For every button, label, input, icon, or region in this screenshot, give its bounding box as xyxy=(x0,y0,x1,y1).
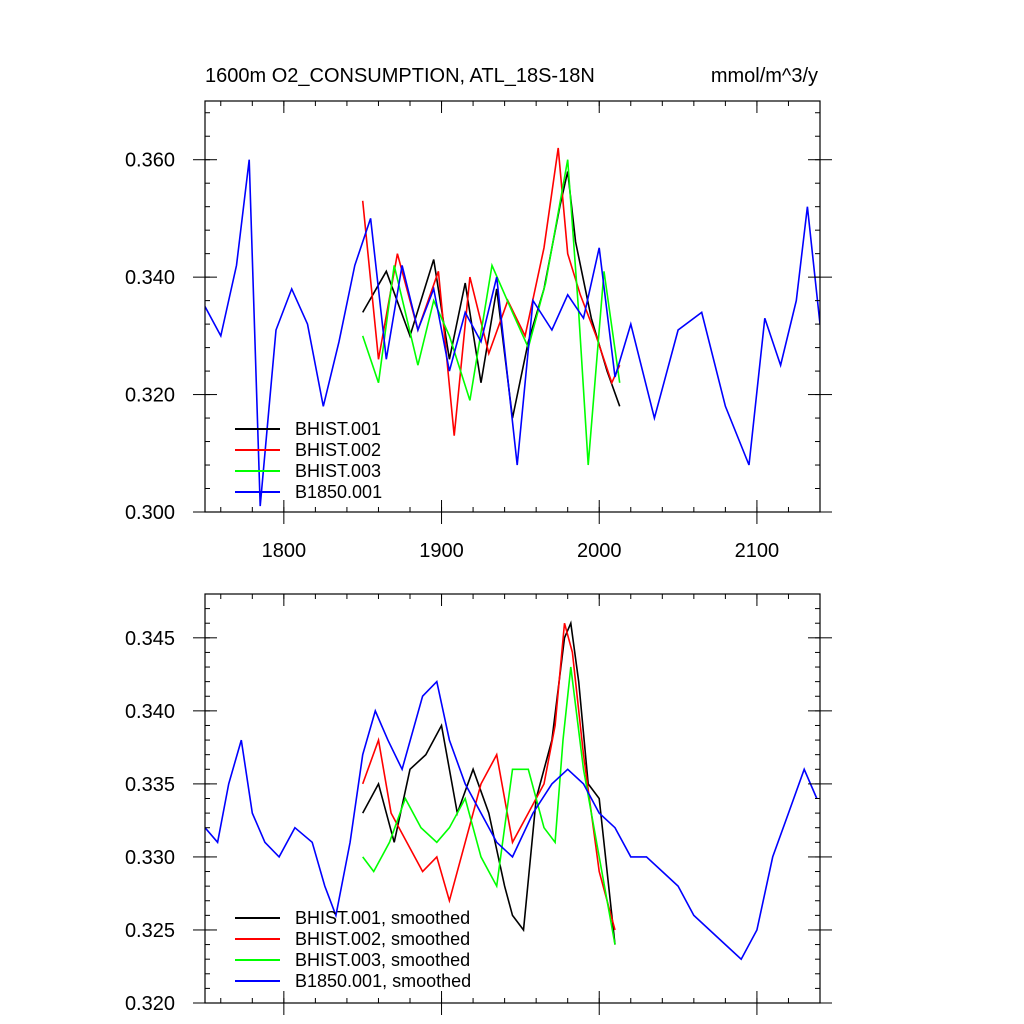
x-tick-label: 2100 xyxy=(735,540,780,562)
legend-label-3: B1850.001, smoothed xyxy=(295,971,471,991)
legend-label-3: B1850.001 xyxy=(295,482,382,502)
legend-label-0: BHIST.001, smoothed xyxy=(295,908,470,928)
series-line-2 xyxy=(361,159,621,466)
legend-label-2: BHIST.003 xyxy=(295,461,381,481)
x-tick-label: 1800 xyxy=(262,540,307,562)
y-tick-label: 0.300 xyxy=(125,502,175,524)
legend-label-0: BHIST.001 xyxy=(295,419,381,439)
y-tick-label: 0.320 xyxy=(125,385,175,407)
series-line-0 xyxy=(361,620,616,945)
legend-label-2: BHIST.003, smoothed xyxy=(295,950,470,970)
chart-units: mmol/m^3/y xyxy=(711,65,818,87)
y-tick-label: 0.340 xyxy=(125,701,175,723)
series-line-3 xyxy=(205,159,820,507)
legend-label-1: BHIST.002, smoothed xyxy=(295,929,470,949)
series-line-1 xyxy=(361,622,616,931)
y-tick-label: 0.335 xyxy=(125,774,175,796)
legend-label-1: BHIST.002 xyxy=(295,440,381,460)
x-tick-label: 1900 xyxy=(419,540,464,562)
chart-title: 1600m O2_CONSUMPTION, ATL_18S-18N xyxy=(205,65,595,87)
y-tick-label: 0.320 xyxy=(125,993,175,1015)
y-tick-label: 0.325 xyxy=(125,920,175,942)
series-line-3 xyxy=(205,679,818,961)
series-line-2 xyxy=(362,666,616,945)
plot-frame xyxy=(204,100,821,513)
bottom-panel: 0.320 0.325 0.330 0.335 0.340 0.345 BHIST.001,… xyxy=(125,593,832,1015)
y-tick-label: 0.340 xyxy=(125,267,175,289)
y-tick-label: 0.360 xyxy=(125,150,175,172)
x-tick-label: 2000 xyxy=(577,540,622,562)
y-tick-label: 0.345 xyxy=(125,628,175,650)
y-tick-label: 0.330 xyxy=(125,847,175,869)
top-panel: 1600m O2_CONSUMPTION, ATL_18S-18N mmol/m… xyxy=(125,65,832,562)
